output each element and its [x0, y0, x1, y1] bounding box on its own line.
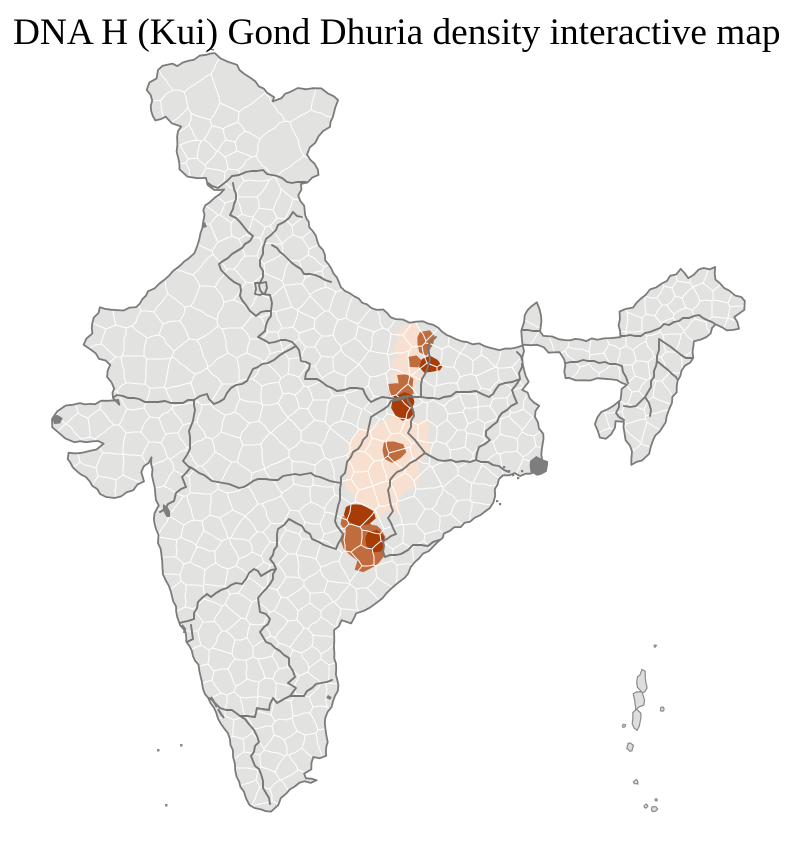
svg-text:DNA H (Kui) Gond Dhuria densit: DNA H (Kui) Gond Dhuria density interact… [13, 12, 781, 53]
